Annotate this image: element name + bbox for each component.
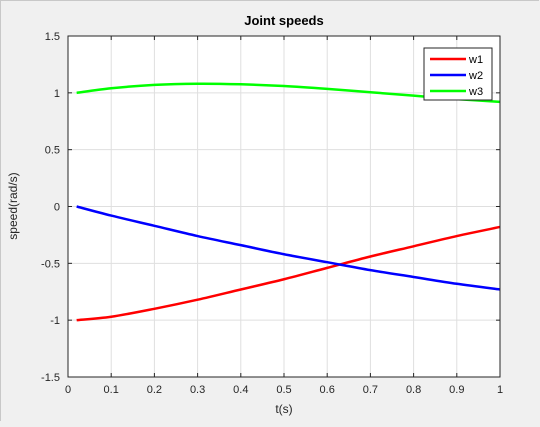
x-tick-label: 0.8 — [406, 384, 421, 396]
x-tick-label: 1 — [497, 384, 503, 396]
x-tick-label: 0.5 — [276, 384, 291, 396]
y-tick-label: -1 — [50, 315, 60, 327]
y-tick-label: 1.5 — [45, 31, 60, 43]
legend: w1 w2 w3 — [423, 47, 493, 101]
x-tick-label: 0.4 — [233, 384, 248, 396]
x-tick-label: 0 — [65, 384, 71, 396]
x-axis-label: t(s) — [275, 402, 292, 416]
x-tick-label: 0.7 — [363, 384, 378, 396]
x-tick-label: 0.3 — [190, 384, 205, 396]
y-axis-label: speed(rad/s) — [6, 172, 20, 239]
x-tick-label: 0.6 — [320, 384, 335, 396]
series-line-w2 — [76, 205, 501, 291]
y-tick-label: -1.5 — [41, 372, 60, 384]
x-tick-label: 0.1 — [104, 384, 119, 396]
series-line-w1 — [76, 225, 501, 322]
y-tick-label: -0.5 — [41, 258, 60, 270]
x-tick-label: 0.9 — [449, 384, 464, 396]
y-tick-label: 0 — [54, 202, 60, 214]
legend-label-w1: w1 — [468, 54, 483, 66]
legend-label-w2: w2 — [468, 70, 483, 82]
y-tick-label: 0.5 — [45, 145, 60, 157]
legend-label-w3: w3 — [468, 86, 483, 98]
chart-title: Joint speeds — [244, 13, 323, 28]
x-tick-label: 0.2 — [147, 384, 162, 396]
y-tick-label: 1 — [54, 88, 60, 100]
